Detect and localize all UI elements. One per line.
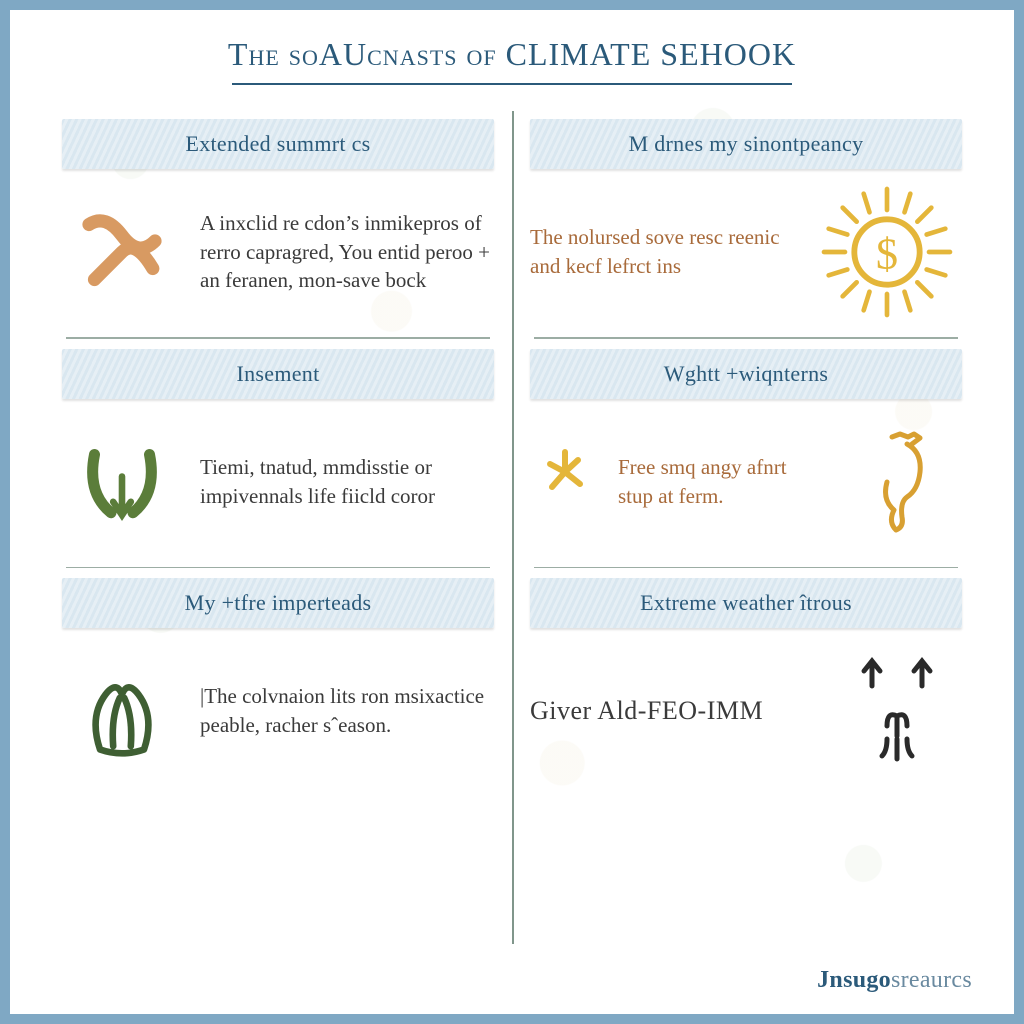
cell-label: Extended summrt cs: [62, 119, 494, 169]
cell-body: |The colvnaion lits ron msixactice peabl…: [62, 646, 494, 776]
sun-dollar-icon: $: [812, 192, 962, 312]
cell-desc: Giver Ald-FEO-IMM: [530, 696, 824, 726]
grid: Extended summrt cs A inxclid re cdon’s i…: [44, 111, 980, 984]
cell-desc: Tiemi, tnatud, mmdisstie or impivennals …: [200, 453, 494, 511]
cell-body: Tiemi, tnatud, mmdisstie or impivennals …: [62, 417, 494, 547]
page-title: The soAUcnasts of CLIMATE SEHOOK: [44, 32, 980, 83]
cell-label: Extreme weather îtrous: [530, 578, 962, 628]
cell-body: Giver Ald-FEO-IMM: [530, 646, 962, 776]
left-column: Extended summrt cs A inxclid re cdon’s i…: [44, 111, 512, 984]
row-divider: [66, 567, 490, 569]
svg-text:$: $: [876, 228, 898, 278]
row-divider: [66, 337, 490, 339]
cell-label: Insement: [62, 349, 494, 399]
garlic-leaf-icon: [62, 651, 182, 771]
cell-insement: Insement Tiemi, tnatud, mmdisstie or imp…: [62, 341, 494, 565]
row-divider: [534, 567, 958, 569]
cell-label: Wghtt +wiqnterns: [530, 349, 962, 399]
down-horseshoe-icon: [62, 422, 182, 542]
cell-label: M drnes my sinontpeancy: [530, 119, 962, 169]
cell-sinontpeancy: M drnes my sinontpeancy The nolursed sov…: [530, 111, 962, 335]
cell-desc: A inxclid re cdon’s inmikepros of rerro …: [200, 209, 494, 296]
cell-label: My +tfre imperteads: [62, 578, 494, 628]
cell-desc: |The colvnaion lits ron msixactice peabl…: [200, 682, 494, 740]
infographic-frame: The soAUcnasts of CLIMATE SEHOOK Extende…: [0, 0, 1024, 1024]
storm-glyphs-icon: [842, 651, 962, 771]
title-underline: [232, 83, 792, 85]
footer-bold: Jnsugo: [817, 967, 891, 993]
cell-extended-summers: Extended summrt cs A inxclid re cdon’s i…: [62, 111, 494, 335]
cell-body: The nolursed sove resc reenic and kecf l…: [530, 187, 962, 317]
vertical-divider: [512, 111, 514, 944]
cell-body: A inxclid re cdon’s inmikepros of rerro …: [62, 187, 494, 317]
footer-brand: Jnsugosreaurcs: [817, 967, 972, 994]
cell-desc: Free smq angy afnrt stup at ferm.: [618, 453, 824, 511]
cell-desc: The nolursed sove resc reenic and kecf l…: [530, 223, 794, 281]
cell-imperteads: My +tfre imperteads |The colvnaion lits …: [62, 570, 494, 794]
footer-light: sreaurcs: [891, 967, 972, 993]
cell-extreme-weather: Extreme weather îtrous Giver Ald-FEO-IMM: [530, 570, 962, 794]
cell-body: Free smq angy afnrt stup at ferm.: [530, 417, 962, 547]
row-divider: [534, 337, 958, 339]
spark-icon: [530, 422, 600, 542]
figure-icon: [842, 422, 962, 542]
swirl-x-icon: [62, 192, 182, 312]
cell-wiqnterns: Wghtt +wiqnterns Free smq angy afnrt stu…: [530, 341, 962, 565]
right-column: M drnes my sinontpeancy The nolursed sov…: [512, 111, 980, 984]
